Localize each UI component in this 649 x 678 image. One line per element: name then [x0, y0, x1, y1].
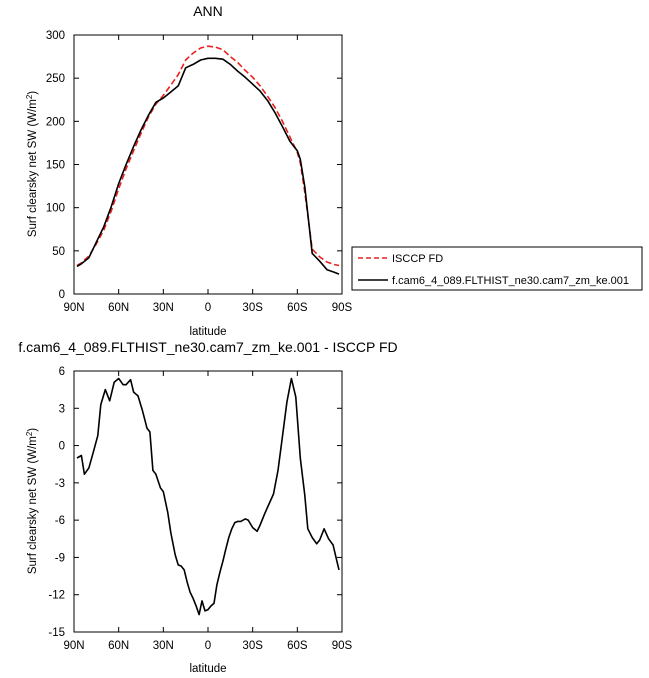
bottom-series-line-0	[76, 377, 340, 616]
bottom-panel-title: f.cam6_4_089.FLTHIST_ne30.cam7_zm_ke.001…	[18, 339, 397, 355]
top-y-tick-label: 150	[46, 160, 65, 172]
bottom-y-tick-label: 3	[59, 403, 65, 415]
top-y-tick-label: 250	[46, 73, 65, 85]
top-x-axis-label: latitude	[189, 326, 226, 338]
top-y-tick-label: 50	[52, 246, 65, 258]
legend-box	[351, 246, 643, 291]
bottom-x-axis-label: latitude	[189, 663, 226, 675]
bottom-plot-frame	[73, 370, 343, 633]
bottom-y-tick-label: -9	[55, 552, 65, 564]
bottom-x-tick-label: 90S	[332, 640, 353, 652]
legend: ISCCP FD f.cam6_4_089.FLTHIST_ne30.cam7_…	[351, 246, 643, 291]
top-x-ticks: 90N 60N 30N 0 30S 60S 90S	[63, 35, 353, 314]
top-x-tick-label: 30S	[242, 302, 263, 314]
top-panel: ANN 90N 60N 30N 0 30S 60S 90S 0 50 100 150 200 250 3…	[25, 3, 353, 338]
bottom-y-axis-label-close: )	[27, 428, 39, 432]
bottom-y-tick-label: -12	[48, 590, 65, 602]
bottom-y-ticks: -15 -12 -9 -6 -3 0 3 6	[48, 366, 342, 639]
bottom-y-tick-label: -15	[48, 627, 65, 639]
top-x-tick-label: 90N	[63, 302, 84, 314]
bottom-x-tick-label: 30N	[153, 640, 174, 652]
bottom-y-tick-label: 0	[59, 441, 65, 453]
top-series-lines	[76, 45, 340, 275]
top-panel-title: ANN	[193, 3, 223, 19]
top-y-axis-label-close: )	[27, 91, 39, 95]
bottom-y-tick-label: -3	[55, 478, 65, 490]
top-y-ticks: 0 50 100 150 200 250 300	[46, 30, 342, 301]
top-y-axis-label: Surf clearsky net SW (W/m2)	[25, 91, 39, 237]
bottom-y-tick-label: 6	[59, 366, 65, 378]
top-y-tick-label: 200	[46, 116, 65, 128]
top-x-tick-label: 60S	[287, 302, 308, 314]
bottom-y-tick-label: -6	[55, 515, 65, 527]
top-series-line-1	[76, 57, 340, 275]
bottom-panel: f.cam6_4_089.FLTHIST_ne30.cam7_zm_ke.001…	[18, 339, 397, 675]
bottom-x-tick-label: 60N	[108, 640, 129, 652]
bottom-y-axis-label-sup: 2	[25, 431, 34, 436]
bottom-x-tick-label: 60S	[287, 640, 308, 652]
bottom-x-ticks: 90N 60N 30N 0 30S 60S 90S	[63, 371, 353, 652]
top-y-axis-label-sup: 2	[25, 94, 34, 99]
top-x-tick-label: 60N	[108, 302, 129, 314]
bottom-y-axis-label: Surf clearsky net SW (W/m2)	[25, 428, 39, 574]
bottom-y-axis-label-main: Surf clearsky net SW (W/m	[27, 436, 39, 574]
bottom-x-tick-label: 90N	[63, 640, 84, 652]
bottom-x-tick-label: 0	[205, 640, 211, 652]
top-y-tick-label: 100	[46, 203, 65, 215]
top-y-tick-label: 300	[46, 30, 65, 42]
bottom-series-lines	[76, 377, 340, 616]
bottom-x-tick-label: 30S	[242, 640, 263, 652]
legend-label-isccp: ISCCP FD	[392, 253, 443, 265]
top-y-axis-label-main: Surf clearsky net SW (W/m	[27, 99, 39, 237]
top-y-tick-label: 0	[59, 289, 65, 301]
legend-label-model: f.cam6_4_089.FLTHIST_ne30.cam7_zm_ke.001	[392, 275, 629, 287]
top-x-tick-label: 30N	[153, 302, 174, 314]
top-x-tick-label: 0	[205, 302, 211, 314]
top-x-tick-label: 90S	[332, 302, 353, 314]
